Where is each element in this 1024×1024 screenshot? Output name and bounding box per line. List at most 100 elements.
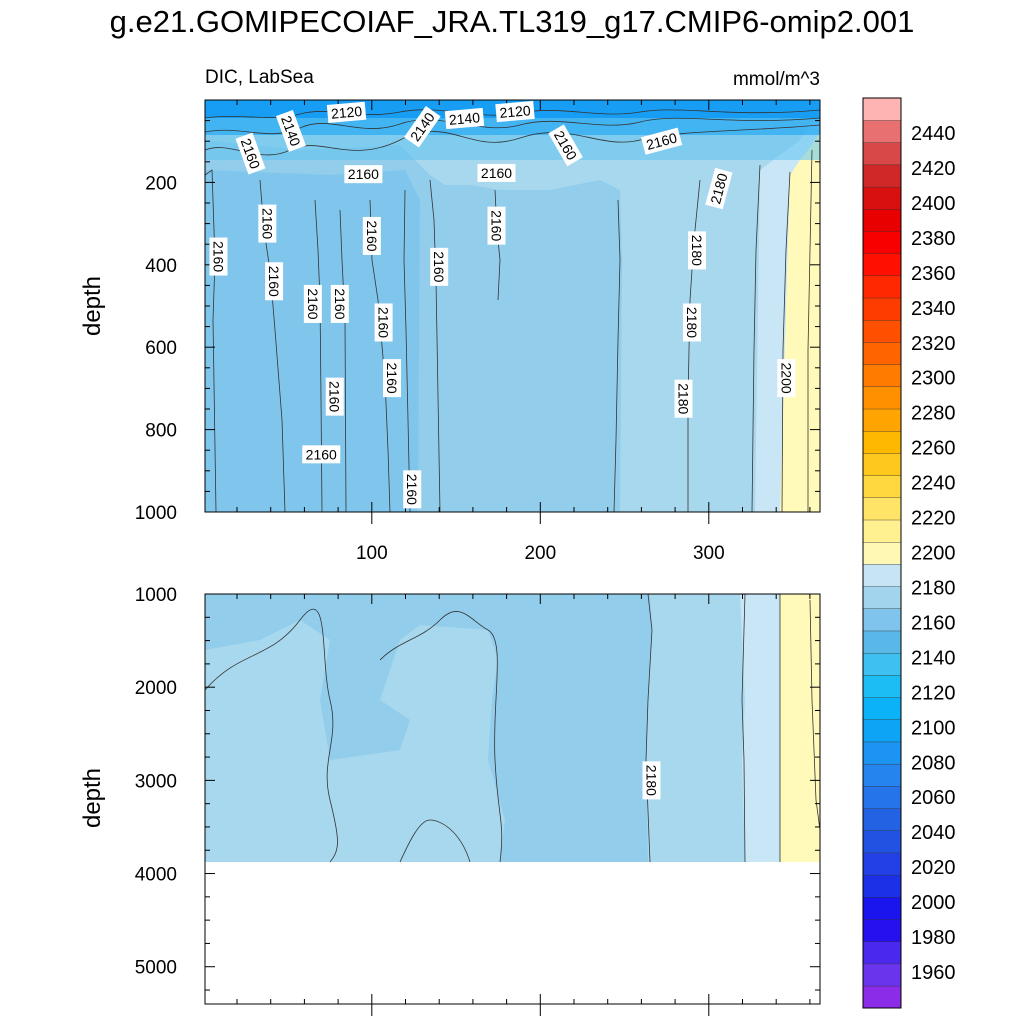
colorbar-label: 2120	[911, 682, 956, 704]
contour-label-text: 2160	[404, 474, 420, 505]
y-tick-label: 2000	[135, 678, 177, 699]
colorbar-frame	[862, 97, 902, 1009]
bottom-contour-labels: 2180	[642, 761, 661, 800]
contour-label-box	[777, 359, 796, 398]
contour-label-box	[275, 109, 306, 152]
contour-label-text: 2180	[707, 171, 731, 205]
contour-label-text: 2180	[676, 383, 692, 414]
colorbar-swatch	[862, 785, 902, 809]
contour-label-text: 2140	[448, 109, 481, 128]
top-panel: DIC, LabSea mmol/m^3 depth 200 400 600 800 1…	[79, 67, 821, 564]
y-tick-label: 400	[145, 256, 177, 277]
y-tick-label: 800	[145, 421, 177, 442]
contour-label: 2160	[477, 163, 516, 182]
contour-line	[399, 819, 471, 863]
contour-line	[781, 171, 791, 512]
colorbar: 1960 1980 2000 2020 2040 2060 2080 2100 2120 2140…	[862, 97, 956, 1009]
colorbar-swatch	[862, 808, 902, 831]
y-tick-label: 1000	[135, 585, 177, 606]
contour-label-box	[344, 165, 383, 184]
contour-label-text: 2160	[364, 220, 380, 251]
contour-label: 2160	[430, 247, 449, 286]
bottom-panel: depth 1000 2000 3000 4000 5000 2180	[79, 585, 821, 1016]
contour-label: 2160	[344, 165, 383, 184]
contour-band-2180-deep	[740, 594, 780, 862]
contour-label-box	[487, 206, 506, 245]
bottom-x-ticks	[236, 594, 811, 1016]
colorbar-swatch	[862, 541, 902, 565]
contour-label-text: 2120	[330, 103, 363, 122]
contour-band-2200-deep	[780, 594, 820, 862]
colorbar-swatch	[862, 630, 902, 654]
contour-label-text: 2180	[684, 307, 700, 338]
contour-label-box	[642, 761, 661, 800]
colorbar-swatch	[862, 741, 902, 765]
contour-label-box	[640, 127, 683, 155]
contour-label-box	[374, 303, 393, 342]
colorbar-label: 2260	[911, 438, 956, 460]
contour-line	[613, 199, 621, 512]
contour-label-text: 2160	[481, 165, 512, 181]
contour-label-box	[330, 284, 349, 323]
colorbar-swatch	[862, 941, 902, 965]
variable-label: DIC, LabSea	[205, 67, 314, 88]
contour-label: 2160	[640, 127, 683, 155]
colorbar-swatch	[862, 475, 902, 499]
colorbar-swatch	[862, 586, 902, 609]
x-tick-label: 300	[693, 543, 725, 564]
contour-label: 2160	[403, 470, 422, 509]
colorbar-swatch	[862, 364, 902, 388]
contour-label-text: 2180	[689, 235, 705, 266]
bottom-panel-fill	[205, 594, 820, 1004]
contour-label-box	[326, 101, 367, 123]
x-tick-label: 100	[356, 543, 388, 564]
contour-line	[807, 149, 813, 512]
contour-label: 2160	[325, 377, 344, 416]
colorbar-swatch	[862, 97, 902, 121]
y-tick-label: 600	[145, 338, 177, 359]
colorbar-label: 2040	[911, 822, 956, 844]
contour-label-box	[444, 107, 485, 130]
colorbar-swatch	[862, 253, 902, 277]
contour-label-box	[403, 470, 422, 509]
contour-label-box	[362, 216, 381, 255]
contour-label-box	[430, 247, 449, 286]
colorbar-swatch	[862, 874, 902, 898]
contour-label-box	[383, 359, 402, 398]
contour-label: 2120	[326, 101, 367, 123]
colorbar-label: 2420	[911, 158, 956, 180]
colorbar-label: 2060	[911, 787, 956, 809]
y-tick-label: 4000	[135, 865, 177, 886]
colorbar-swatch	[862, 430, 902, 454]
colorbar-swatch	[862, 142, 902, 166]
contour-label-box	[302, 445, 341, 464]
contour-label-box	[682, 303, 701, 342]
contour-label-text: 2160	[327, 381, 343, 412]
contour-label-box	[265, 262, 284, 301]
contour-label-text: 2160	[210, 241, 226, 272]
contour-label: 2180	[682, 303, 701, 342]
colorbar-label: 2220	[911, 508, 956, 530]
colorbar-swatch	[862, 319, 902, 343]
contour-label-box	[303, 284, 322, 323]
contour-label-text: 2160	[384, 363, 400, 394]
contour-label-text: 2160	[431, 251, 447, 282]
contour-label: 2160	[330, 284, 349, 323]
contour-line	[809, 599, 820, 831]
colorbar-swatch	[862, 230, 902, 254]
colorbar-swatch	[862, 452, 902, 476]
contour-label: 2180	[674, 379, 693, 418]
colorbar-label: 2280	[911, 403, 956, 425]
colorbar-swatch	[862, 608, 902, 632]
contour-line	[205, 608, 338, 863]
contour-label: 2160	[258, 204, 277, 243]
colorbar-swatch	[862, 763, 902, 787]
colorbar-swatch	[862, 164, 902, 188]
contour-label-text: 2160	[644, 129, 678, 153]
colorbar-label: 2200	[911, 543, 956, 565]
chart-title: g.e21.GOMIPECOIAF_JRA.TL319_g17.CMIP6-om…	[109, 4, 915, 39]
units-label: mmol/m^3	[733, 69, 820, 90]
colorbar-swatch	[862, 386, 902, 410]
